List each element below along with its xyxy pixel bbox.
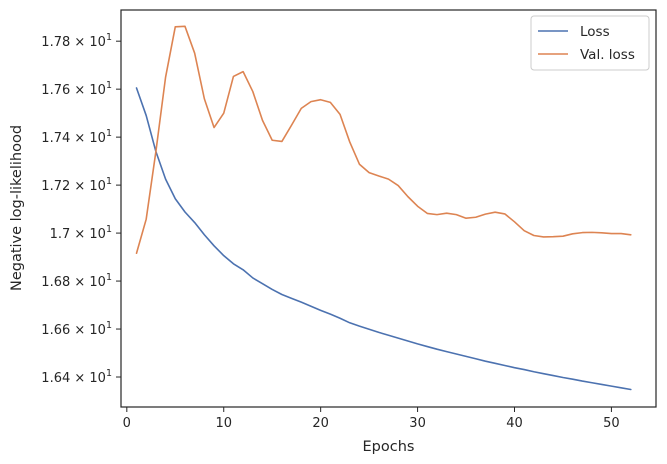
x-tick-label: 20	[312, 416, 329, 431]
y-tick-label: 1.74 × 101	[41, 128, 112, 146]
series-line-loss	[135, 87, 632, 391]
legend-frame	[530, 15, 650, 71]
y-tick-label: 1.68 × 101	[41, 272, 112, 290]
y-axis-ticks: 1.64 × 101 1.66 × 101 1.68 × 101 1.7 × 101 1…	[41, 32, 121, 386]
y-tick-label: 1.76 × 101	[41, 80, 112, 98]
x-tick-label: 40	[506, 416, 523, 431]
legend: Loss Val. loss	[530, 15, 650, 71]
x-tick-label: 50	[603, 416, 620, 431]
y-tick-label: 1.66 × 101	[41, 320, 112, 338]
x-axis-title: Epochs	[363, 439, 415, 455]
y-tick-label: 1.72 × 101	[41, 176, 112, 194]
series-line-val-loss	[135, 25, 632, 255]
y-tick-label: 1.78 × 101	[41, 32, 112, 50]
plot-lines	[135, 25, 632, 391]
y-tick-label: 1.64 × 101	[41, 368, 112, 386]
y-tick-label: 1.7 × 101	[50, 224, 112, 242]
x-axis-ticks: 0 10 20 30 40 50	[123, 407, 620, 431]
x-tick-label: 10	[215, 416, 232, 431]
legend-label-val-loss: Val. loss	[580, 47, 635, 63]
y-axis-title: Negative log-likelihood	[9, 125, 25, 291]
x-tick-label: 30	[409, 416, 426, 431]
legend-label-loss: Loss	[580, 24, 610, 40]
plot-frame	[120, 9, 657, 408]
x-tick-label: 0	[123, 416, 131, 431]
